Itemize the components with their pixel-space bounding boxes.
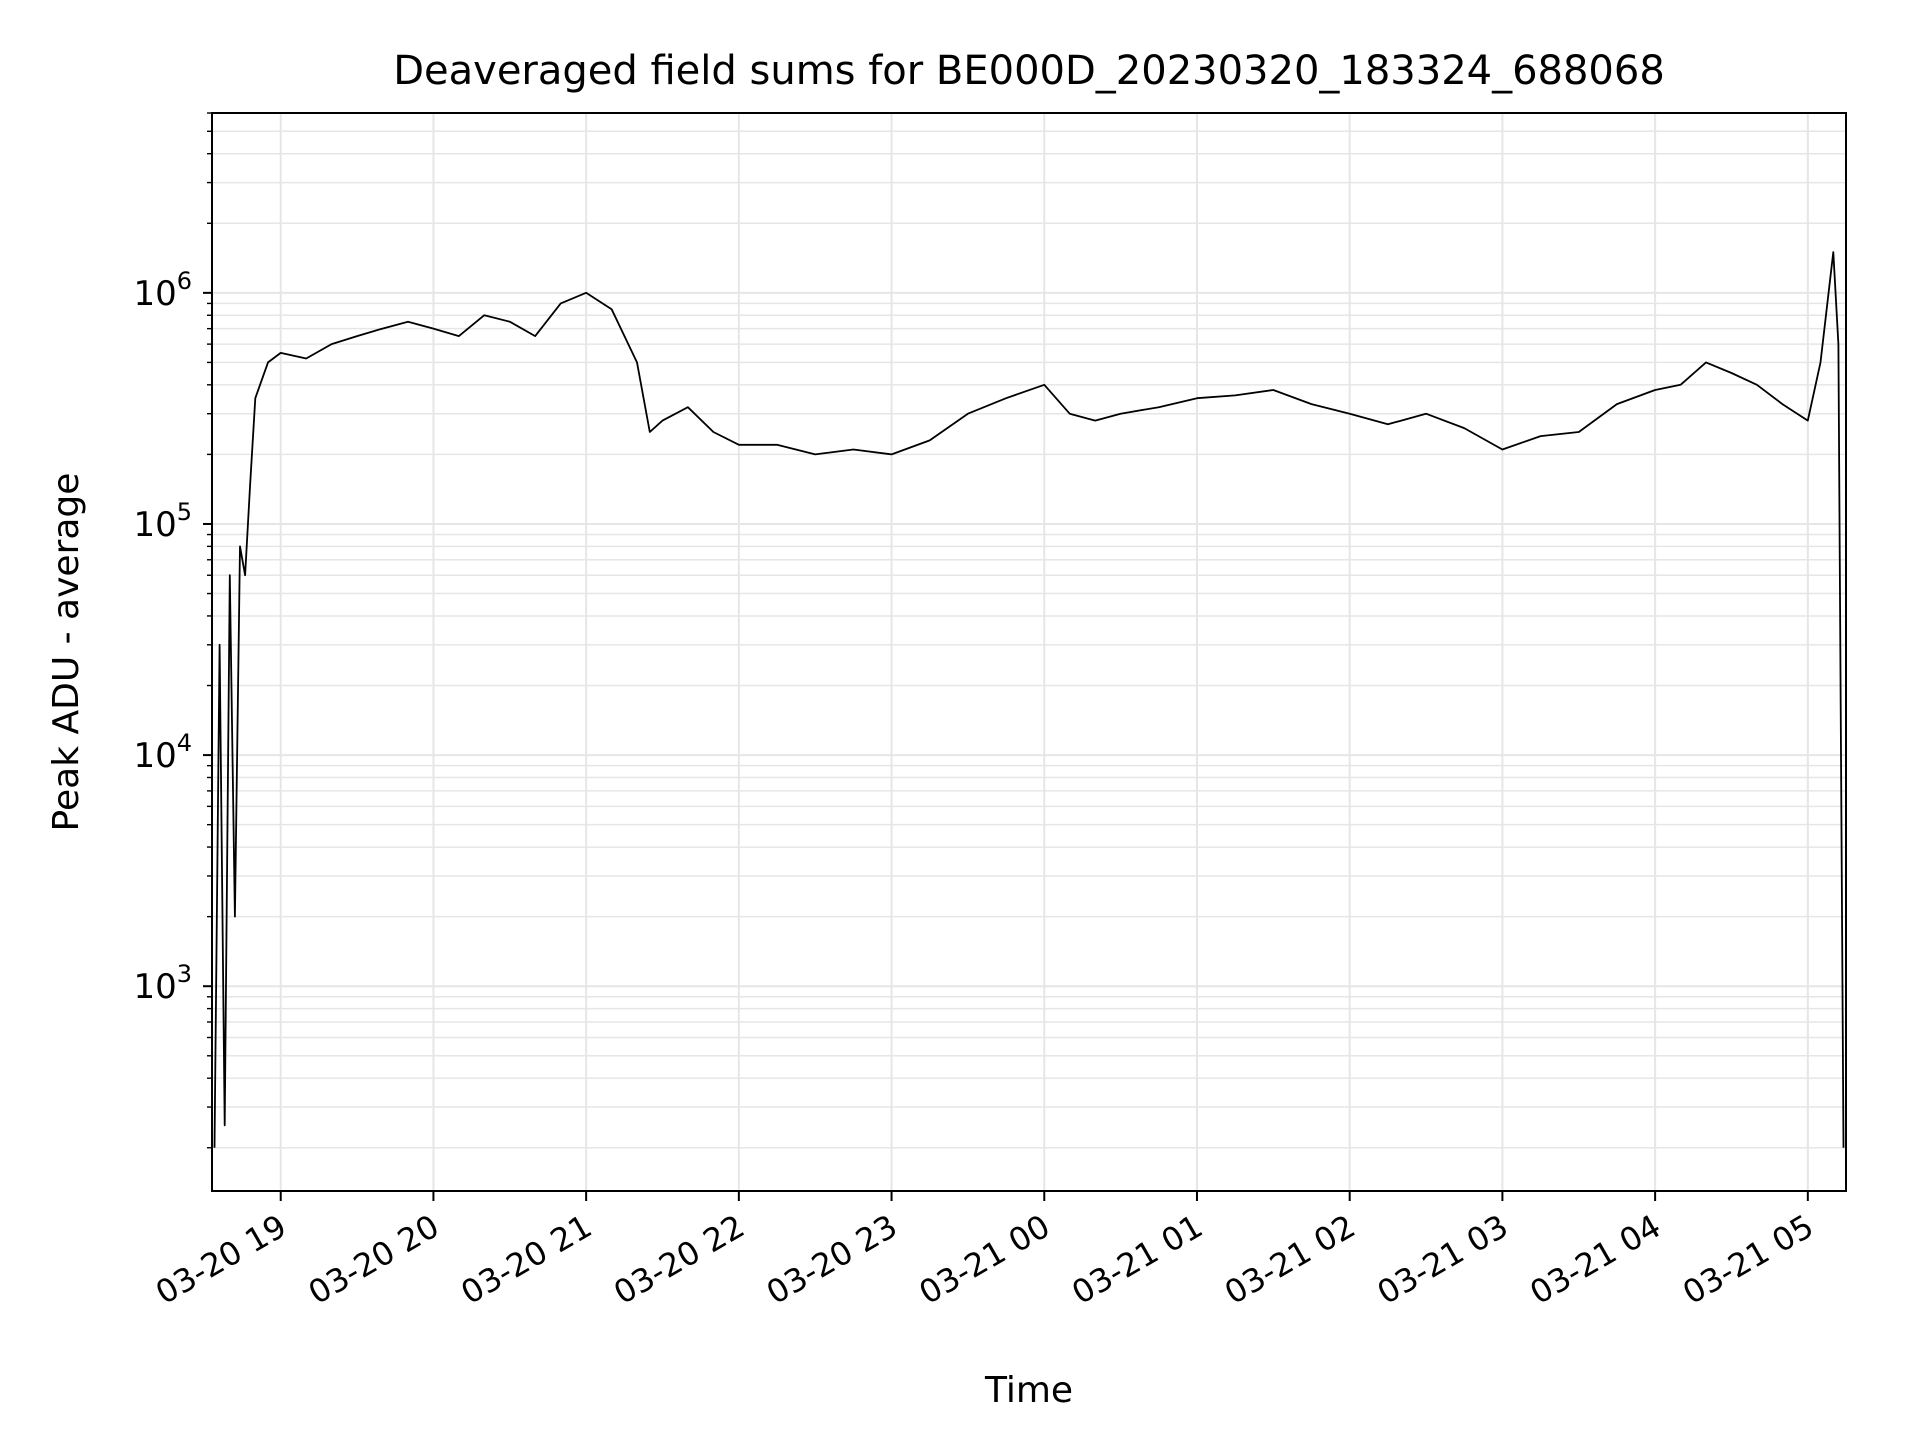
y-tick-label: 104: [133, 729, 192, 776]
plot-frame: [211, 112, 1847, 1192]
y-tick-label: 106: [133, 267, 192, 314]
y-tick-label: 105: [133, 498, 192, 545]
series-line: [213, 251, 1845, 1148]
grid: [212, 112, 1846, 1191]
chart-title: Deaveraged field sums for BE000D_2023032…: [393, 48, 1665, 94]
x-axis-label: Time: [984, 1370, 1073, 1411]
y-axis-label: Peak ADU - average: [46, 473, 87, 832]
y-tick-label: 103: [133, 960, 192, 1007]
series-group: [213, 251, 1845, 1148]
